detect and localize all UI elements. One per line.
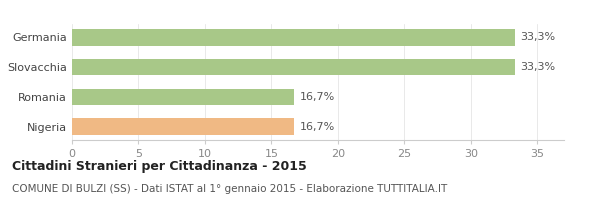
Text: 16,7%: 16,7% bbox=[299, 92, 335, 102]
Bar bbox=[72, 118, 294, 135]
Bar bbox=[72, 89, 294, 105]
Text: 33,3%: 33,3% bbox=[520, 32, 555, 42]
Text: COMUNE DI BULZI (SS) - Dati ISTAT al 1° gennaio 2015 - Elaborazione TUTTITALIA.I: COMUNE DI BULZI (SS) - Dati ISTAT al 1° … bbox=[12, 184, 447, 194]
Text: 33,3%: 33,3% bbox=[520, 62, 555, 72]
Bar bbox=[72, 29, 515, 46]
Text: Cittadini Stranieri per Cittadinanza - 2015: Cittadini Stranieri per Cittadinanza - 2… bbox=[12, 160, 307, 173]
Text: 16,7%: 16,7% bbox=[299, 122, 335, 132]
Bar bbox=[72, 59, 515, 75]
